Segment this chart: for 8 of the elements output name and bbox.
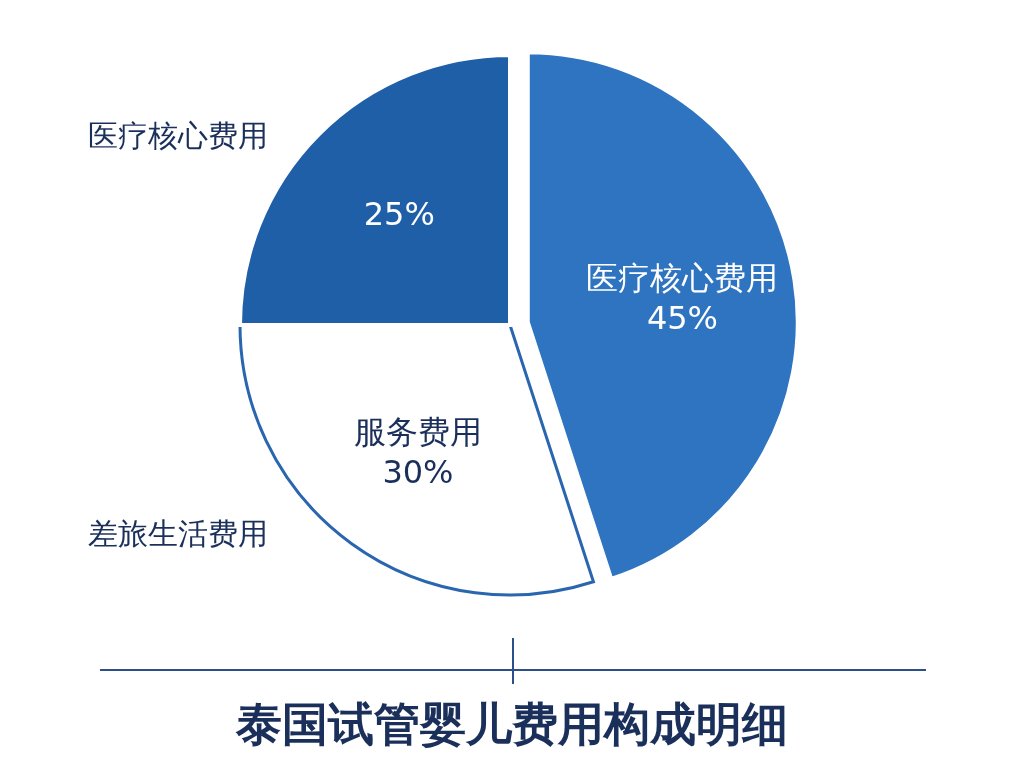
data-label: 30% — [382, 452, 454, 491]
data-label: 25% — [363, 195, 435, 234]
text: 医疗核心费用 — [88, 117, 268, 155]
slice-label: 服务费用 — [353, 412, 482, 451]
text: 差旅生活费用 — [88, 515, 268, 553]
slice-label: 医疗核心费用 — [586, 258, 779, 297]
text: 泰国试管婴儿费用构成明细 — [235, 696, 789, 753]
data-label: 45% — [646, 298, 719, 337]
